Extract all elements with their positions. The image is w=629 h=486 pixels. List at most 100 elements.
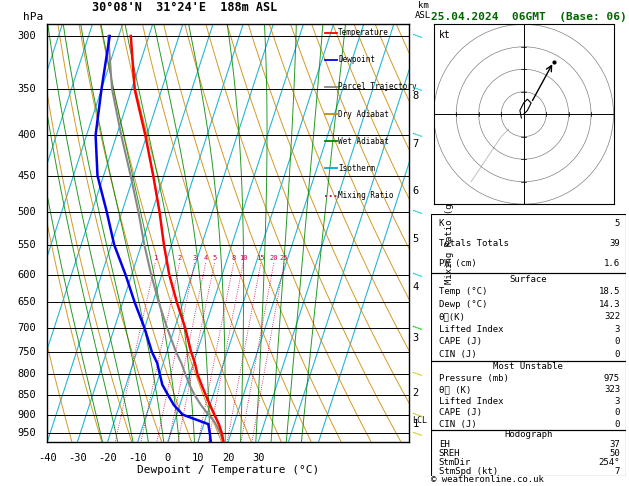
- Text: 20: 20: [270, 255, 278, 261]
- Text: 600: 600: [18, 270, 36, 280]
- Text: \: \: [412, 129, 424, 141]
- Text: km
ASL: km ASL: [415, 0, 431, 20]
- Text: CIN (J): CIN (J): [438, 350, 476, 359]
- Text: 4: 4: [413, 282, 419, 292]
- Text: Wet Adiabat: Wet Adiabat: [338, 137, 389, 146]
- Text: 550: 550: [18, 240, 36, 250]
- Text: 4: 4: [204, 255, 208, 261]
- Bar: [431, 361, 626, 431]
- Text: 0: 0: [615, 408, 620, 417]
- Text: 25: 25: [280, 255, 288, 261]
- Text: \: \: [412, 206, 424, 218]
- Text: -20: -20: [98, 453, 117, 463]
- Text: 20: 20: [222, 453, 234, 463]
- Text: Totals Totals: Totals Totals: [438, 239, 508, 248]
- Text: \: \: [412, 368, 424, 380]
- Text: -10: -10: [128, 453, 147, 463]
- Text: 450: 450: [18, 171, 36, 181]
- Bar: [431, 214, 626, 273]
- Text: 25.04.2024  06GMT  (Base: 06): 25.04.2024 06GMT (Base: 06): [431, 12, 626, 22]
- Text: Pressure (mb): Pressure (mb): [438, 374, 508, 382]
- Text: 3: 3: [192, 255, 197, 261]
- Text: 800: 800: [18, 369, 36, 379]
- Bar: [431, 431, 626, 476]
- Text: Mixing Ratio: Mixing Ratio: [338, 191, 394, 200]
- Text: 322: 322: [604, 312, 620, 321]
- Text: 650: 650: [18, 297, 36, 308]
- Text: 2: 2: [413, 388, 419, 398]
- Text: 1: 1: [413, 419, 419, 429]
- Text: 254°: 254°: [599, 458, 620, 467]
- Text: \: \: [412, 409, 424, 420]
- Text: 7: 7: [615, 467, 620, 476]
- Text: 39: 39: [610, 239, 620, 248]
- Text: -40: -40: [38, 453, 57, 463]
- Text: SREH: SREH: [438, 449, 460, 458]
- Text: CIN (J): CIN (J): [438, 420, 476, 429]
- Text: Isotherm: Isotherm: [338, 164, 376, 173]
- Text: Parcel Trajectory: Parcel Trajectory: [338, 83, 417, 91]
- Text: 10: 10: [192, 453, 204, 463]
- Text: 3: 3: [615, 325, 620, 334]
- Text: Temperature: Temperature: [338, 28, 389, 37]
- Text: Mixing Ratio (g/kg): Mixing Ratio (g/kg): [445, 182, 454, 284]
- Text: 5: 5: [213, 255, 216, 261]
- Text: 14.3: 14.3: [599, 300, 620, 309]
- Text: 5: 5: [615, 219, 620, 228]
- Text: 500: 500: [18, 207, 36, 217]
- Text: -30: -30: [68, 453, 87, 463]
- Text: 37: 37: [610, 440, 620, 449]
- Text: kt: kt: [439, 30, 451, 40]
- Text: 1: 1: [153, 255, 157, 261]
- Text: θᴄ(K): θᴄ(K): [438, 312, 465, 321]
- Text: 0: 0: [615, 420, 620, 429]
- Text: \: \: [412, 322, 424, 334]
- Text: 0: 0: [165, 453, 171, 463]
- Text: Hodograph: Hodograph: [504, 431, 552, 439]
- Text: Surface: Surface: [509, 275, 547, 284]
- Text: CAPE (J): CAPE (J): [438, 337, 482, 347]
- Text: 30°08'N  31°24'E  188m ASL: 30°08'N 31°24'E 188m ASL: [92, 1, 277, 14]
- Bar: [431, 273, 626, 361]
- Text: 2: 2: [177, 255, 182, 261]
- Text: \: \: [412, 269, 424, 281]
- Text: 8: 8: [413, 91, 419, 101]
- Text: 10: 10: [239, 255, 247, 261]
- Text: 323: 323: [604, 385, 620, 394]
- Text: 15: 15: [257, 255, 265, 261]
- Text: 50: 50: [610, 449, 620, 458]
- Text: Temp (°C): Temp (°C): [438, 287, 487, 296]
- Text: PW (cm): PW (cm): [438, 259, 476, 268]
- Text: Lifted Index: Lifted Index: [438, 325, 503, 334]
- Text: Dry Adiabat: Dry Adiabat: [338, 110, 389, 119]
- Text: 975: 975: [604, 374, 620, 382]
- Text: \: \: [412, 30, 424, 42]
- Text: 350: 350: [18, 84, 36, 94]
- Text: 400: 400: [18, 130, 36, 140]
- Text: 900: 900: [18, 410, 36, 420]
- Text: Most Unstable: Most Unstable: [493, 362, 564, 371]
- Text: \: \: [412, 427, 424, 439]
- Text: 700: 700: [18, 323, 36, 333]
- Text: CAPE (J): CAPE (J): [438, 408, 482, 417]
- Text: 5: 5: [413, 234, 419, 243]
- Text: LCL: LCL: [413, 416, 428, 425]
- Text: 6: 6: [413, 186, 419, 196]
- Text: 3: 3: [413, 333, 419, 343]
- Text: 850: 850: [18, 390, 36, 400]
- Text: K: K: [438, 219, 444, 228]
- Text: 1.6: 1.6: [604, 259, 620, 268]
- Text: © weatheronline.co.uk: © weatheronline.co.uk: [431, 474, 543, 484]
- Text: 7: 7: [413, 139, 419, 149]
- Text: Dewp (°C): Dewp (°C): [438, 300, 487, 309]
- Text: Dewpoint / Temperature (°C): Dewpoint / Temperature (°C): [137, 465, 319, 475]
- Text: \: \: [412, 83, 424, 95]
- Text: 18.5: 18.5: [599, 287, 620, 296]
- Text: StmDir: StmDir: [438, 458, 471, 467]
- Text: hPa: hPa: [23, 12, 43, 22]
- Text: Lifted Index: Lifted Index: [438, 397, 503, 406]
- Text: 750: 750: [18, 347, 36, 357]
- Text: EH: EH: [438, 440, 449, 449]
- Text: Dewpoint: Dewpoint: [338, 55, 376, 64]
- Text: 30: 30: [252, 453, 264, 463]
